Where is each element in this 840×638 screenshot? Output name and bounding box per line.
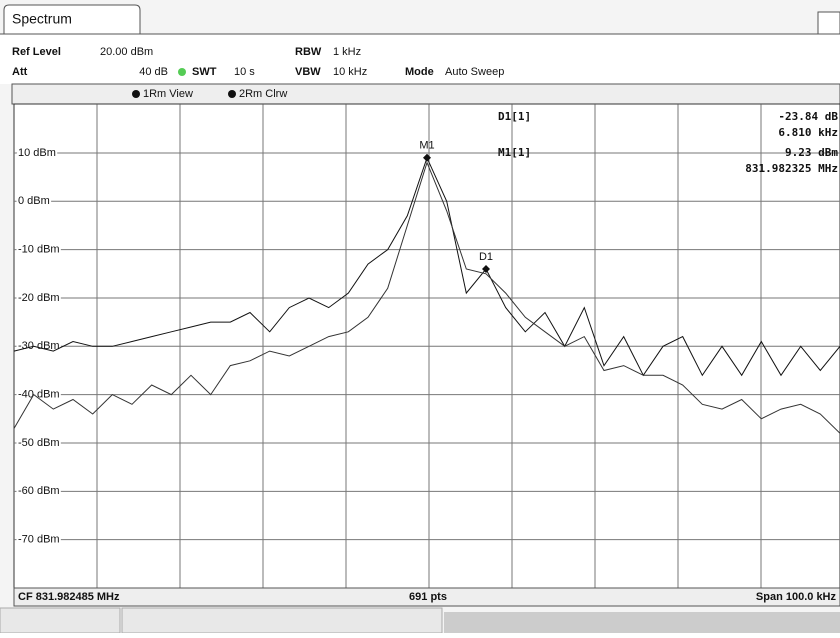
trace	[13, 161, 840, 434]
delta-marker-name: D1[1]	[498, 110, 531, 123]
marker-name: M1[1]	[498, 146, 531, 159]
y-tick-label: -50 dBm	[18, 437, 60, 449]
y-tick-label: -10 dBm	[18, 244, 60, 256]
vbw-label: VBW	[295, 66, 321, 78]
marker-symbol	[482, 264, 490, 273]
att-label: Att	[12, 66, 28, 78]
span: Span 100.0 kHz	[756, 591, 837, 603]
swt-label: SWT	[192, 66, 217, 78]
marker-label: D1	[479, 251, 493, 263]
y-tick-label: 0 dBm	[18, 195, 50, 207]
softkey[interactable]	[121, 607, 443, 634]
tab[interactable]	[3, 4, 141, 34]
marker-level: 9.23 dBm	[785, 146, 838, 159]
rbw-label: RBW	[295, 46, 322, 58]
y-tick-label: -70 dBm	[18, 534, 60, 546]
status-bar	[444, 612, 840, 633]
trace-dot	[132, 90, 140, 98]
delta-marker-freq: 6.810 kHz	[778, 126, 838, 139]
y-tick-label: -30 dBm	[18, 340, 60, 352]
menu-icon[interactable]	[817, 11, 840, 35]
traces: M1 D1	[13, 140, 840, 434]
mode-value: Auto Sweep	[445, 66, 504, 78]
trace-legend: 2Rm Clrw	[239, 88, 287, 100]
att-value: 40 dB	[139, 66, 168, 78]
mode-label: Mode	[405, 66, 434, 78]
softkey[interactable]	[0, 607, 121, 634]
tab-label[interactable]: Spectrum	[12, 11, 72, 27]
ref-level-label: Ref Level	[12, 46, 61, 58]
vbw-value: 10 kHz	[333, 66, 367, 78]
sweep-points: 691 pts	[409, 591, 447, 603]
swt-value: 10 s	[234, 66, 255, 78]
delta-marker-level: -23.84 dB	[778, 110, 838, 123]
marker-symbol	[423, 153, 431, 162]
y-tick-label: -60 dBm	[18, 485, 60, 497]
trace-dot	[228, 90, 236, 98]
swt-indicator	[178, 68, 186, 76]
ref-level-value: 20.00 dBm	[100, 46, 153, 58]
marker-label: M1	[419, 140, 434, 152]
y-tick-label: 10 dBm	[18, 147, 56, 159]
center-freq: CF 831.982485 MHz	[18, 591, 120, 603]
y-tick-label: -20 dBm	[18, 292, 60, 304]
rbw-value: 1 kHz	[333, 46, 361, 58]
y-tick-label: -40 dBm	[18, 389, 60, 401]
footer-bar	[13, 587, 840, 607]
marker-freq: 831.982325 MHz	[745, 162, 838, 175]
trace-legend: 1Rm View	[143, 88, 193, 100]
header	[0, 34, 840, 84]
